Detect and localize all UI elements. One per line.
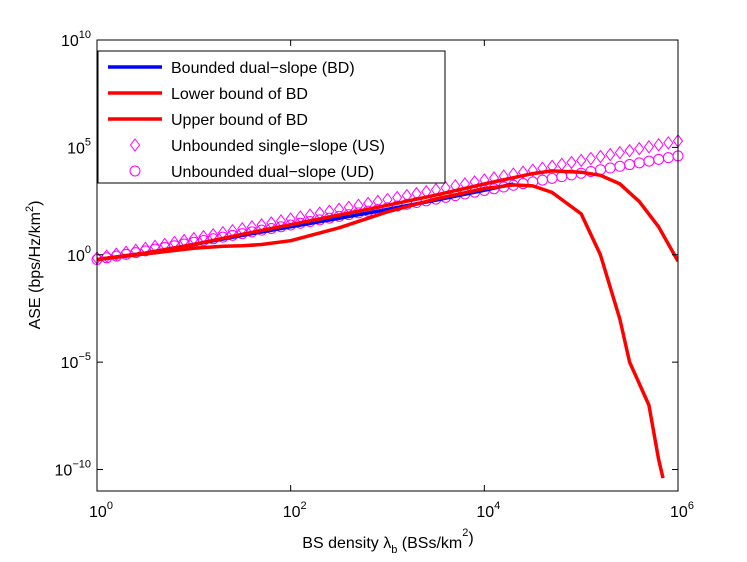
us-marker bbox=[643, 139, 655, 154]
y-tick-label: 10−5 bbox=[61, 351, 91, 372]
x-axis-label: BS density λb (BSs/km2) bbox=[302, 527, 473, 556]
y-tick-label: 10−10 bbox=[55, 459, 91, 480]
legend-label: Bounded dual−slope (BD) bbox=[171, 60, 355, 77]
us-marker bbox=[634, 141, 645, 156]
us-marker bbox=[585, 151, 596, 166]
series-line bbox=[97, 169, 678, 263]
legend-box bbox=[97, 50, 446, 184]
legend-swatch-circle bbox=[129, 165, 141, 177]
series-layer bbox=[91, 134, 684, 479]
y-tick-label: 100 bbox=[67, 244, 91, 265]
legend: Bounded dual−slope (BD) Lower bound of BD… bbox=[97, 50, 446, 184]
x-tick-label: 106 bbox=[670, 500, 694, 521]
us-marker bbox=[527, 163, 538, 178]
x-tick-label: 100 bbox=[89, 500, 113, 521]
us-marker bbox=[605, 147, 616, 162]
ticks-layer: 100 102 104 106 10−10 10−5 100 105 1010 bbox=[55, 29, 694, 521]
legend-label: Unbounded single−slope (US) bbox=[171, 138, 385, 155]
series-line-path bbox=[97, 169, 678, 263]
legend-swatch-diamond bbox=[129, 138, 141, 152]
us-marker bbox=[614, 145, 626, 160]
series-line bbox=[97, 183, 665, 479]
plot-frame bbox=[96, 39, 679, 492]
legend-label: Upper bound of BD bbox=[171, 112, 308, 129]
us-marker bbox=[624, 143, 635, 158]
us-marker bbox=[576, 153, 587, 168]
y-axis-label: ASE (bps/Hz/km2) bbox=[24, 201, 44, 330]
us-marker bbox=[537, 161, 548, 176]
us-marker bbox=[653, 137, 664, 152]
us-marker bbox=[566, 155, 577, 170]
us-marker bbox=[663, 136, 674, 150]
legend-label: Unbounded dual−slope (UD) bbox=[171, 164, 374, 181]
us-marker bbox=[595, 149, 606, 164]
y-tick-label: 1010 bbox=[61, 29, 91, 50]
y-tick-label: 105 bbox=[67, 136, 91, 157]
x-tick-label: 104 bbox=[476, 500, 500, 521]
legend-label: Lower bound of BD bbox=[171, 86, 308, 103]
us-marker bbox=[479, 173, 490, 187]
series-line-path bbox=[97, 183, 665, 479]
x-tick-label: 102 bbox=[283, 500, 307, 521]
